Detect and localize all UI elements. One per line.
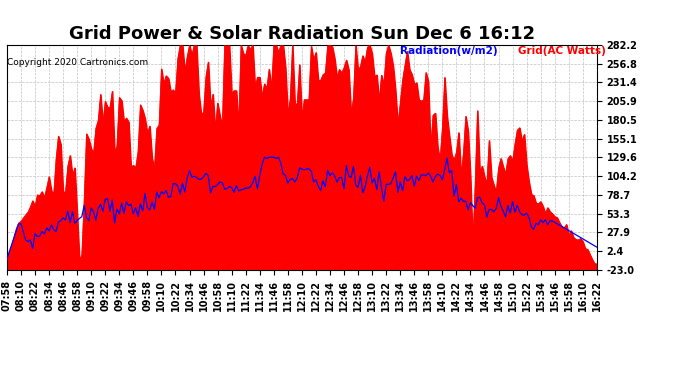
Text: Radiation(w/m2): Radiation(w/m2) <box>400 46 497 56</box>
Text: Copyright 2020 Cartronics.com: Copyright 2020 Cartronics.com <box>7 58 148 67</box>
Title: Grid Power & Solar Radiation Sun Dec 6 16:12: Grid Power & Solar Radiation Sun Dec 6 1… <box>69 26 535 44</box>
Text: Grid(AC Watts): Grid(AC Watts) <box>518 46 605 56</box>
